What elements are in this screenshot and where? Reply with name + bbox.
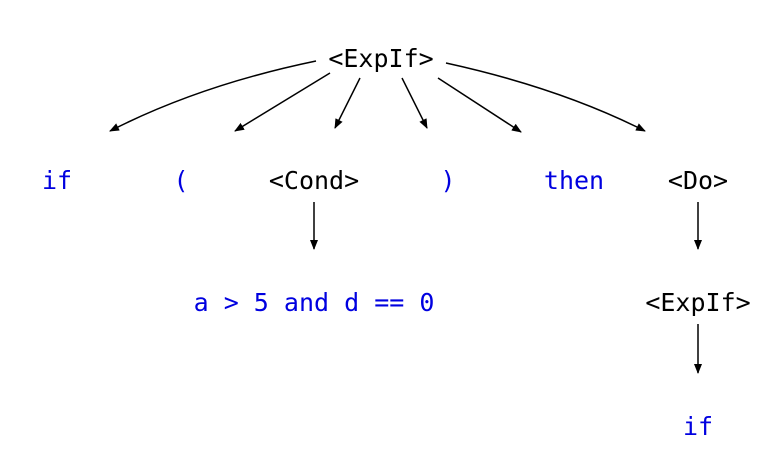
node-expif-nested: <ExpIf> bbox=[645, 288, 751, 317]
node-cond: <Cond> bbox=[268, 166, 360, 195]
node-expif-root: <ExpIf> bbox=[328, 44, 434, 73]
edge-root-to-lparen bbox=[234, 72, 331, 132]
edge-root-to-then bbox=[437, 77, 522, 133]
edge-root-to-cond bbox=[334, 77, 361, 129]
edge-root-to-do bbox=[445, 62, 646, 132]
node-if-nested-terminal: if bbox=[682, 412, 714, 441]
node-left-paren-terminal: ( bbox=[173, 166, 189, 195]
node-right-paren-terminal: ) bbox=[440, 166, 456, 195]
edge-root-to-rparen bbox=[401, 77, 428, 129]
edge-root-to-if bbox=[109, 60, 317, 132]
node-do: <Do> bbox=[667, 166, 729, 195]
node-condition-expression: a > 5 and d == 0 bbox=[193, 288, 435, 317]
node-then-terminal: then bbox=[543, 166, 605, 195]
node-if-terminal: if bbox=[41, 166, 73, 195]
